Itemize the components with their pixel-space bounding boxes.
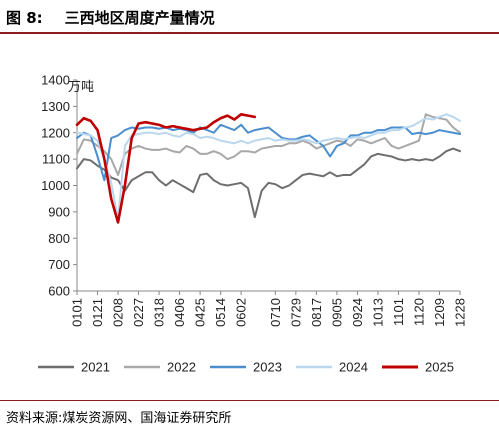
x-tick-label: 0817 [309,298,324,327]
series-line-2024 [76,113,461,221]
y-tick-label: 1200 [41,125,70,140]
series-lines [75,112,461,224]
x-tick-label: 1101 [391,298,406,326]
y-tick-label: 1400 [41,73,70,88]
x-tick-label: 0924 [350,298,365,327]
x-tick-label: 1209 [432,298,447,327]
chart-legend: 2021 2022 2023 2024 2025 [38,360,454,375]
source-note: 资料来源:煤炭资源网、国海证券研究所 [6,411,232,426]
x-tick-label: 0425 [193,298,208,327]
x-tick-label: 0710 [268,298,283,327]
y-tick-label: 900 [48,204,70,219]
series-line-2021 [76,147,461,219]
x-tick-label: 1228 [453,298,468,327]
legend-label-2025: 2025 [425,360,454,375]
x-tick-label: 0208 [111,298,126,327]
y-tick-label: 600 [48,284,70,299]
series-line-2025 [75,112,257,224]
x-tick-label: 0406 [172,298,187,327]
y-tick-label: 1000 [41,178,70,193]
x-tick-label: 0318 [152,298,167,327]
top-rule [0,32,499,34]
x-tick-label: 0514 [213,298,228,327]
legend-label-2024: 2024 [339,360,368,375]
legend-label-2021: 2021 [81,360,110,375]
x-tick-label: 0101 [70,298,85,327]
chart-axes [76,80,460,292]
x-tick-label: 0227 [131,298,146,327]
y-axis-ticks: 600 700 800 900 1000 1100 1200 1300 1400 [41,73,77,299]
line-chart: 600 700 800 900 1000 1100 1200 1300 1400 0101 012… [38,73,468,375]
figure-header: 图 8: 三西地区周度产量情况 [6,4,493,30]
y-tick-label: 1300 [41,99,70,114]
series-line-2023 [76,123,461,182]
legend-label-2022: 2022 [167,360,196,375]
figure-title: 三西地区周度产量情况 [64,8,215,27]
bottom-rule [0,400,499,401]
x-tick-label: 0905 [329,298,344,327]
y-tick-label: 800 [48,231,70,246]
x-axis-ticks: 0101 0121 0208 0227 0318 0406 0425 0514 0602 0710… [70,291,468,327]
figure-label: 图 8: [6,8,43,27]
legend-label-2023: 2023 [253,360,282,375]
x-tick-label: 0121 [90,298,105,327]
x-tick-label: 1120 [411,298,426,326]
x-tick-label: 0729 [288,298,303,327]
x-tick-label: 1013 [370,298,385,327]
unit-label: 万吨 [68,80,94,95]
series-line-2022 [76,113,461,176]
y-tick-label: 1100 [42,152,70,167]
x-tick-label: 0602 [234,298,249,327]
y-tick-label: 700 [48,257,70,272]
